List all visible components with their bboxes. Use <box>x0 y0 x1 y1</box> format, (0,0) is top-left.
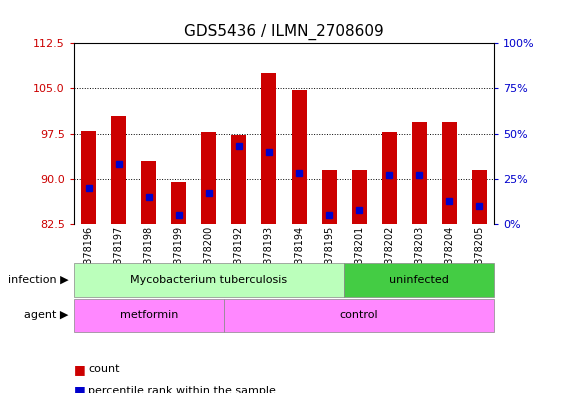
Text: ■: ■ <box>74 363 86 376</box>
FancyBboxPatch shape <box>224 299 494 332</box>
Bar <box>141 161 156 224</box>
Bar <box>81 130 97 224</box>
Text: count: count <box>88 364 119 375</box>
FancyBboxPatch shape <box>344 263 494 297</box>
Text: Mycobacterium tuberculosis: Mycobacterium tuberculosis <box>131 275 287 285</box>
Text: percentile rank within the sample: percentile rank within the sample <box>88 386 276 393</box>
Bar <box>291 90 307 224</box>
Text: agent ▶: agent ▶ <box>24 310 68 320</box>
Title: GDS5436 / ILMN_2708609: GDS5436 / ILMN_2708609 <box>184 24 384 40</box>
Bar <box>232 135 247 224</box>
Bar <box>442 121 457 224</box>
Bar <box>172 182 186 224</box>
Text: infection ▶: infection ▶ <box>7 275 68 285</box>
Bar <box>382 132 396 224</box>
Text: metformin: metformin <box>120 310 178 320</box>
FancyBboxPatch shape <box>74 263 344 297</box>
Bar <box>321 170 336 224</box>
Bar <box>412 121 427 224</box>
FancyBboxPatch shape <box>74 299 224 332</box>
Bar <box>202 132 216 224</box>
Text: ■: ■ <box>74 384 86 393</box>
Bar <box>352 170 366 224</box>
Bar <box>111 116 126 224</box>
Bar <box>471 170 487 224</box>
Text: uninfected: uninfected <box>389 275 449 285</box>
Bar <box>261 73 277 224</box>
Text: control: control <box>340 310 378 320</box>
